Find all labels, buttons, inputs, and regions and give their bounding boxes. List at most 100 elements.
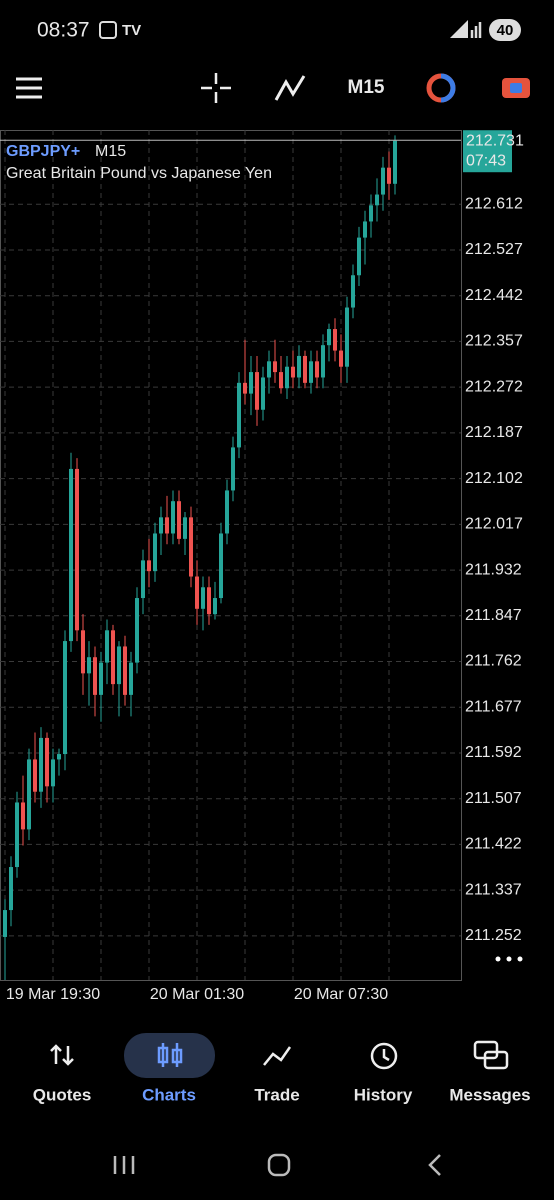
candle-body [207, 587, 211, 615]
current-price-label: 212.731 [466, 132, 524, 149]
trade-button[interactable] [502, 78, 530, 98]
candle-body [273, 361, 277, 373]
candle-body [225, 490, 229, 534]
candle-body [255, 372, 259, 410]
y-tick-label: 211.677 [465, 698, 522, 715]
y-tick-label: 212.527 [465, 241, 523, 258]
candle-body [267, 361, 271, 378]
y-tick-label: 211.422 [465, 836, 522, 853]
candle-body [63, 641, 67, 755]
indicators-button[interactable] [274, 75, 306, 101]
candle-body [123, 646, 127, 695]
menu-button[interactable] [16, 77, 42, 99]
candle-body [153, 533, 157, 572]
candle-body [75, 468, 79, 631]
chart[interactable] [0, 130, 461, 980]
candle-body [159, 517, 163, 534]
candle-body [357, 237, 361, 276]
candle-body [9, 867, 13, 911]
candle-body [249, 372, 253, 394]
candle-body [57, 754, 61, 760]
candle-body [285, 366, 289, 389]
y-tick-label: 212.357 [465, 333, 523, 350]
candle-body [15, 802, 19, 868]
nav-item[interactable]: History [354, 1085, 413, 1104]
candle-body [93, 657, 97, 695]
candle-body [3, 910, 7, 937]
candle-body [261, 377, 265, 410]
y-tick-label: 211.252 [465, 927, 522, 944]
candle-body [45, 737, 49, 787]
candle-body [369, 205, 373, 222]
timeframe-button[interactable]: M15 [348, 77, 385, 98]
candle-body [99, 662, 103, 695]
candle-body [21, 802, 25, 830]
y-tick-label: 212.272 [465, 378, 523, 395]
nav-item[interactable]: Quotes [33, 1085, 92, 1104]
candle-body [51, 759, 55, 787]
symbol-description: Great Britain Pound vs Japanese Yen [6, 165, 272, 182]
symbol[interactable]: GBPJPY+ [6, 143, 80, 160]
candle-body [291, 366, 295, 378]
candle-body [351, 275, 355, 308]
candle-body [165, 517, 169, 534]
y-tick-label: 211.847 [465, 607, 522, 624]
candle-body [279, 372, 283, 389]
candle-body [375, 194, 379, 206]
objects-button[interactable] [426, 73, 456, 103]
nav-item[interactable]: Messages [449, 1085, 530, 1104]
candle-body [243, 382, 247, 394]
candle-body [333, 329, 337, 351]
battery-level: 40 [497, 22, 514, 39]
candle-body [309, 361, 313, 383]
candle-body [387, 167, 391, 184]
chart-timeframe: M15 [95, 143, 126, 160]
y-tick-label: 212.442 [465, 287, 523, 304]
candle-body [327, 329, 331, 346]
nav-item[interactable]: Trade [254, 1085, 299, 1104]
candle-body [183, 517, 187, 539]
candle-body [111, 630, 115, 685]
candle-body [33, 759, 37, 792]
candle-body [135, 598, 139, 663]
candle-body [363, 221, 367, 238]
candle-body [393, 140, 397, 184]
svg-text:TV: TV [122, 22, 141, 39]
candle-body [315, 361, 319, 378]
nav-item[interactable]: Charts [142, 1085, 196, 1104]
countdown: 07:43 [466, 152, 506, 169]
candle-body [213, 598, 217, 615]
candle-body [189, 517, 193, 577]
status-time: 08:37 [37, 19, 90, 42]
candle-body [39, 737, 43, 792]
candle-body [195, 576, 199, 609]
candle-body [321, 345, 325, 378]
candle-body [141, 560, 145, 599]
y-tick-label: 212.017 [465, 516, 523, 533]
y-tick-label: 211.762 [465, 653, 522, 670]
candle-body [237, 382, 241, 448]
x-tick-label: 20 Mar 07:30 [294, 986, 388, 1003]
y-tick-label: 212.187 [465, 424, 523, 441]
candle-body [219, 533, 223, 599]
candle-body [177, 501, 181, 539]
y-tick-label: 211.592 [465, 744, 522, 761]
candle-body [87, 657, 91, 674]
candle-body [231, 447, 235, 491]
candle-body [381, 167, 385, 195]
candle-body [345, 307, 349, 367]
candle-body [81, 630, 85, 674]
candle-body [297, 355, 301, 378]
candle-body [201, 587, 205, 609]
candle-body [69, 468, 73, 642]
x-tick-label: 20 Mar 01:30 [150, 986, 244, 1003]
crosshair-button[interactable] [201, 73, 231, 103]
candle-body [303, 355, 307, 383]
candle-body [105, 630, 109, 663]
candle-body [171, 501, 175, 534]
y-tick-label: 211.507 [465, 790, 522, 807]
y-tick-label: 212.102 [465, 470, 523, 487]
candle-body [129, 662, 133, 695]
